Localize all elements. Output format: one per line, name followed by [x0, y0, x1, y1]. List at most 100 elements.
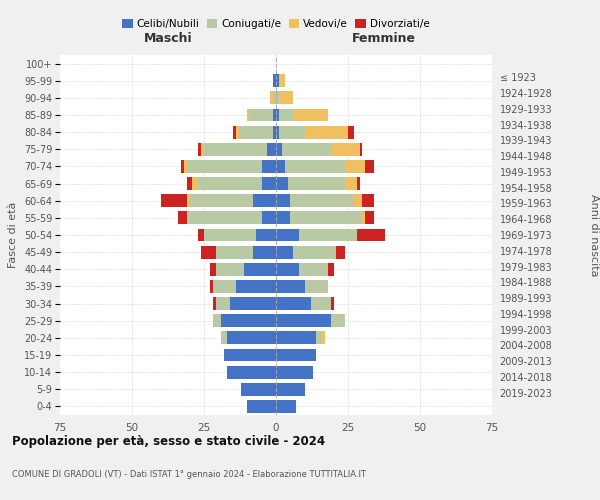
- Bar: [215, 297, 230, 310]
- Bar: [221, 314, 276, 327]
- Bar: [282, 143, 331, 156]
- Bar: [276, 348, 316, 362]
- Bar: [279, 92, 293, 104]
- Bar: [187, 194, 190, 207]
- Bar: [227, 366, 276, 378]
- Bar: [276, 314, 331, 327]
- Bar: [273, 108, 276, 122]
- Bar: [198, 228, 204, 241]
- Bar: [239, 126, 273, 138]
- Bar: [190, 194, 253, 207]
- Bar: [290, 194, 354, 207]
- Bar: [247, 400, 276, 413]
- Bar: [210, 263, 215, 276]
- Bar: [362, 212, 365, 224]
- Bar: [256, 228, 276, 241]
- Bar: [212, 280, 236, 293]
- Bar: [337, 246, 345, 258]
- Bar: [276, 108, 279, 122]
- Bar: [262, 160, 276, 173]
- Bar: [161, 194, 187, 207]
- Bar: [193, 177, 198, 190]
- Bar: [187, 212, 262, 224]
- Text: Femmine: Femmine: [352, 32, 416, 44]
- Bar: [276, 246, 293, 258]
- Bar: [284, 160, 345, 173]
- Bar: [262, 212, 276, 224]
- Bar: [276, 263, 299, 276]
- Bar: [262, 177, 276, 190]
- Bar: [178, 212, 187, 224]
- Bar: [273, 92, 276, 104]
- Bar: [276, 177, 287, 190]
- Bar: [316, 332, 322, 344]
- Bar: [215, 263, 244, 276]
- Bar: [356, 177, 359, 190]
- Bar: [236, 126, 239, 138]
- Bar: [201, 143, 204, 156]
- Bar: [198, 177, 262, 190]
- Bar: [253, 194, 276, 207]
- Bar: [221, 332, 227, 344]
- Bar: [276, 383, 305, 396]
- Bar: [299, 263, 328, 276]
- Bar: [273, 126, 276, 138]
- Bar: [233, 126, 236, 138]
- Bar: [210, 280, 212, 293]
- Bar: [322, 332, 325, 344]
- Bar: [215, 246, 253, 258]
- Bar: [305, 126, 348, 138]
- Bar: [276, 143, 282, 156]
- Bar: [250, 108, 273, 122]
- Bar: [181, 160, 184, 173]
- Bar: [276, 366, 313, 378]
- Bar: [331, 297, 334, 310]
- Text: Popolazione per età, sesso e stato civile - 2024: Popolazione per età, sesso e stato civil…: [12, 435, 325, 448]
- Bar: [305, 280, 328, 293]
- Bar: [244, 263, 276, 276]
- Bar: [276, 228, 299, 241]
- Bar: [204, 228, 256, 241]
- Text: COMUNE DI GRADOLI (VT) - Dati ISTAT 1° gennaio 2024 - Elaborazione TUTTITALIA.IT: COMUNE DI GRADOLI (VT) - Dati ISTAT 1° g…: [12, 470, 366, 479]
- Bar: [276, 400, 296, 413]
- Bar: [356, 228, 385, 241]
- Y-axis label: Anni di nascita: Anni di nascita: [589, 194, 599, 276]
- Bar: [270, 92, 273, 104]
- Bar: [276, 126, 279, 138]
- Bar: [362, 194, 374, 207]
- Bar: [331, 143, 359, 156]
- Bar: [354, 194, 362, 207]
- Bar: [331, 314, 345, 327]
- Bar: [273, 74, 276, 87]
- Bar: [311, 297, 331, 310]
- Y-axis label: Fasce di età: Fasce di età: [8, 202, 19, 268]
- Bar: [365, 212, 374, 224]
- Bar: [187, 160, 262, 173]
- Bar: [247, 108, 250, 122]
- Bar: [293, 108, 328, 122]
- Bar: [276, 74, 279, 87]
- Bar: [253, 246, 276, 258]
- Bar: [279, 74, 284, 87]
- Bar: [276, 160, 284, 173]
- Bar: [365, 160, 374, 173]
- Legend: Celibi/Nubili, Coniugati/e, Vedovi/e, Divorziati/e: Celibi/Nubili, Coniugati/e, Vedovi/e, Di…: [118, 15, 434, 34]
- Bar: [359, 143, 362, 156]
- Bar: [230, 297, 276, 310]
- Bar: [236, 280, 276, 293]
- Bar: [290, 212, 362, 224]
- Bar: [227, 332, 276, 344]
- Bar: [212, 314, 221, 327]
- Text: Maschi: Maschi: [143, 32, 193, 44]
- Bar: [276, 332, 316, 344]
- Bar: [348, 126, 354, 138]
- Bar: [201, 246, 215, 258]
- Bar: [276, 212, 290, 224]
- Bar: [279, 108, 293, 122]
- Bar: [279, 126, 305, 138]
- Bar: [276, 297, 311, 310]
- Bar: [276, 280, 305, 293]
- Bar: [268, 143, 276, 156]
- Bar: [187, 177, 193, 190]
- Bar: [224, 348, 276, 362]
